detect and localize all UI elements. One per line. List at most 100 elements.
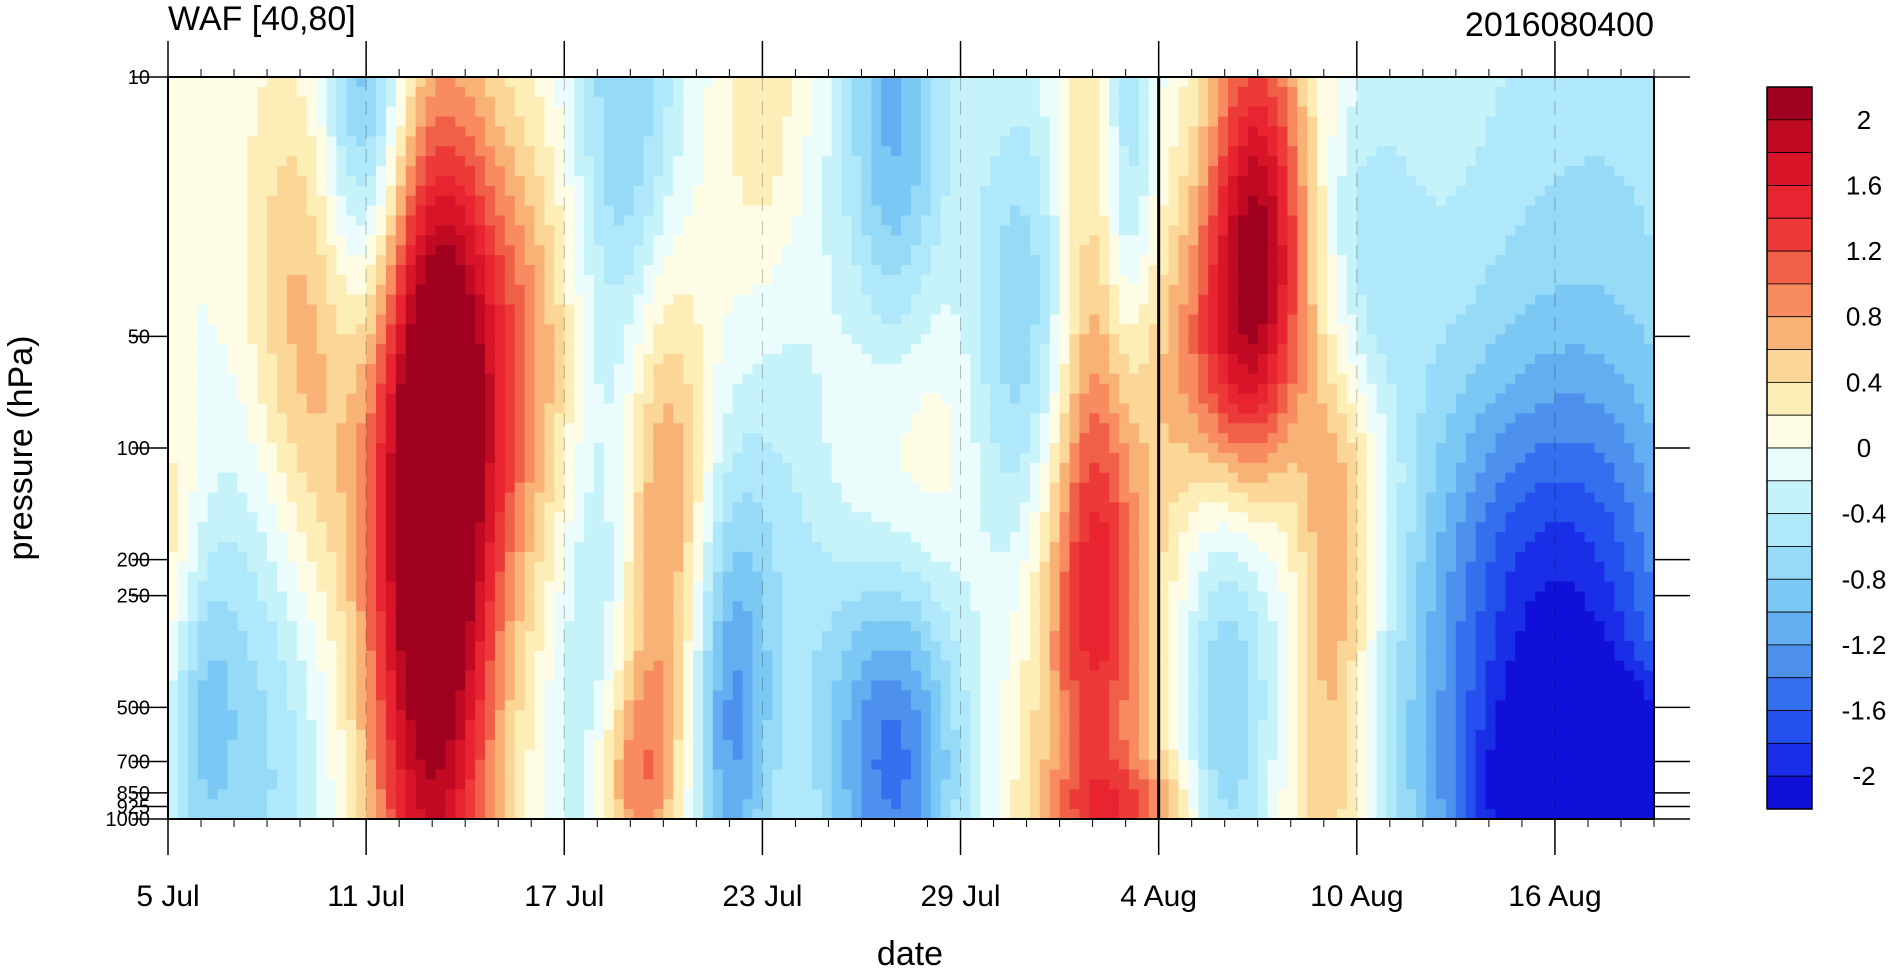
contour-cell — [1109, 136, 1120, 147]
contour-cell — [227, 77, 238, 88]
contour-cell — [633, 225, 645, 236]
contour-cell — [544, 166, 555, 177]
contour-cell — [1604, 363, 1615, 375]
contour-cell — [326, 175, 338, 187]
contour-cell — [168, 77, 179, 88]
contour-cell — [504, 324, 516, 335]
contour-cell — [425, 334, 437, 345]
contour-cell — [663, 225, 674, 236]
contour-cell — [385, 314, 397, 325]
contour-cell — [1445, 96, 1457, 108]
contour-cell — [346, 225, 357, 236]
contour-cell — [891, 156, 902, 167]
contour-cell — [1426, 156, 1437, 167]
contour-cell — [1168, 274, 1180, 286]
contour-cell — [366, 383, 377, 395]
contour-cell — [1445, 215, 1457, 226]
contour-cell — [1089, 77, 1100, 88]
contour-cell — [425, 156, 437, 167]
contour-cell — [1277, 225, 1289, 236]
contour-cell — [1158, 344, 1170, 355]
contour-cell — [1624, 363, 1635, 375]
contour-cell — [1455, 86, 1467, 98]
contour-cell — [187, 146, 199, 157]
contour-cell — [366, 215, 377, 226]
contour-cell — [1059, 166, 1071, 177]
contour-cell — [1109, 126, 1120, 137]
contour-cell — [1406, 255, 1417, 266]
contour-cell — [1307, 324, 1318, 335]
contour-cell — [177, 126, 189, 137]
contour-cell — [217, 383, 229, 395]
contour-cell — [1049, 205, 1061, 217]
contour-cell — [930, 373, 942, 385]
contour-cell — [1327, 215, 1338, 226]
contour-cell — [1198, 373, 1209, 385]
contour-cell — [1307, 96, 1318, 108]
contour-cell — [366, 136, 377, 147]
contour-cell — [1277, 393, 1289, 405]
contour-cell — [316, 146, 328, 157]
contour-cell — [980, 334, 991, 345]
contour-cell — [1554, 195, 1566, 207]
contour-cell — [534, 245, 546, 256]
contour-cell — [851, 86, 863, 98]
contour-cell — [455, 324, 466, 335]
contour-cell — [187, 334, 199, 345]
contour-cell — [990, 334, 1001, 345]
contour-cell — [1624, 185, 1635, 197]
contour-cell — [841, 156, 853, 167]
contour-cell — [712, 264, 724, 276]
contour-cell — [1019, 116, 1031, 128]
contour-cell — [197, 106, 209, 118]
contour-cell — [722, 383, 734, 395]
contour-cell — [475, 185, 486, 197]
contour-cell — [187, 185, 199, 197]
contour-cell — [168, 403, 179, 414]
contour-cell — [920, 195, 932, 207]
contour-cell — [1178, 86, 1189, 98]
contour-cell — [504, 225, 516, 236]
contour-cell — [1327, 225, 1338, 236]
contour-cell — [1554, 136, 1566, 147]
contour-cell — [1376, 146, 1388, 157]
contour-cell — [633, 245, 645, 256]
contour-cell — [1069, 106, 1081, 118]
contour-cell — [514, 363, 526, 375]
contour-cell — [1436, 344, 1447, 355]
contour-cell — [1624, 264, 1635, 276]
contour-cell — [465, 264, 476, 276]
contour-cell — [1119, 96, 1130, 108]
contour-cell — [1069, 175, 1081, 187]
contour-cell — [1079, 166, 1090, 177]
contour-cell — [1564, 225, 1576, 236]
contour-cell — [1336, 363, 1348, 375]
contour-cell — [1614, 324, 1625, 335]
contour-cell — [960, 284, 972, 296]
contour-cell — [1277, 294, 1289, 306]
contour-cell — [564, 334, 575, 345]
contour-cell — [732, 245, 744, 256]
contour-cell — [1327, 245, 1338, 256]
contour-cell — [1525, 126, 1536, 137]
contour-cell — [1327, 363, 1338, 375]
contour-cell — [722, 363, 734, 375]
contour-cell — [1148, 324, 1160, 335]
contour-cell — [1336, 116, 1348, 128]
contour-cell — [1218, 304, 1229, 316]
contour-cell — [1168, 126, 1180, 137]
contour-cell — [1228, 175, 1239, 187]
contour-cell — [1327, 195, 1338, 207]
contour-cell — [1465, 324, 1477, 335]
contour-cell — [831, 245, 843, 256]
contour-cell — [1485, 304, 1497, 316]
contour-cell — [1525, 274, 1536, 286]
contour-cell — [1119, 205, 1130, 217]
contour-cell — [286, 373, 298, 385]
contour-cell — [1584, 215, 1596, 226]
contour-cell — [1000, 383, 1011, 395]
contour-cell — [613, 344, 625, 355]
contour-cell — [1475, 156, 1487, 167]
contour-cell — [663, 235, 674, 246]
contour-cell — [613, 175, 625, 187]
